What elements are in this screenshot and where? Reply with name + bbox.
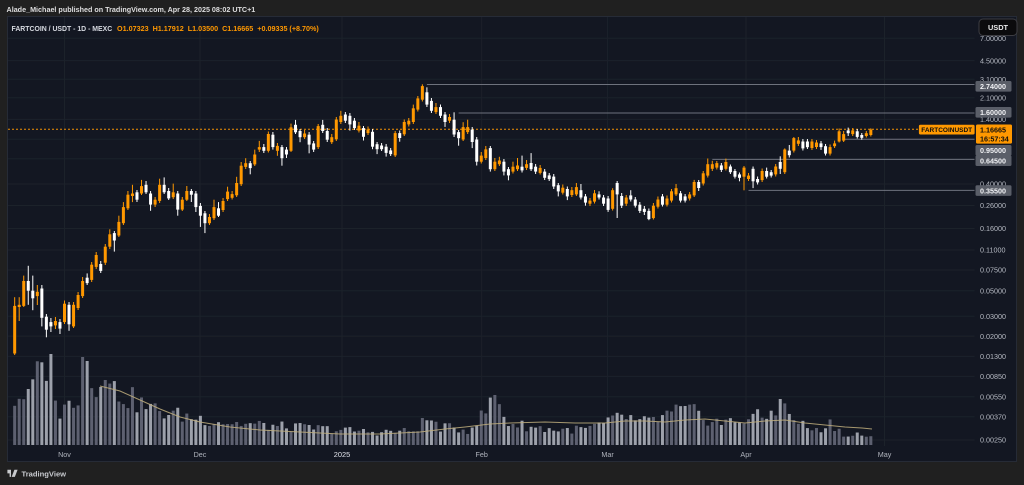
svg-text:Apr: Apr [740, 450, 752, 459]
svg-text:0.01300: 0.01300 [980, 352, 1006, 361]
svg-text:0.03000: 0.03000 [980, 312, 1006, 321]
svg-text:0.11000: 0.11000 [980, 246, 1005, 255]
svg-text:1.60000: 1.60000 [980, 108, 1006, 117]
svg-text:0.07500: 0.07500 [980, 266, 1006, 275]
svg-text:USDT: USDT [988, 23, 1009, 32]
svg-text:2.10000: 2.10000 [980, 93, 1006, 102]
svg-text:Dec: Dec [194, 450, 207, 459]
svg-text:0.00370: 0.00370 [980, 412, 1006, 421]
svg-text:0.00550: 0.00550 [980, 392, 1006, 401]
svg-text:0.16000: 0.16000 [980, 224, 1006, 233]
svg-text:1.40000: 1.40000 [980, 115, 1006, 124]
svg-text:3.10000: 3.10000 [980, 75, 1006, 84]
svg-text:0.40000: 0.40000 [980, 180, 1006, 189]
svg-text:0.05000: 0.05000 [980, 287, 1006, 296]
svg-text:Nov: Nov [58, 450, 71, 459]
svg-text:May: May [878, 450, 892, 459]
svg-text:7.00000: 7.00000 [980, 34, 1006, 43]
svg-text:Alade_Michael published on Tra: Alade_Michael published on TradingView.c… [7, 5, 256, 14]
svg-text:4.50000: 4.50000 [980, 56, 1006, 65]
svg-text:0.26000: 0.26000 [980, 201, 1006, 210]
svg-text:O1.07323 H1.17912 L1.03500: O1.07323 H1.17912 L1.03500 C1.16665 +0.0… [117, 24, 319, 33]
svg-text:2025: 2025 [334, 450, 350, 459]
svg-text:0.95000: 0.95000 [980, 146, 1006, 155]
svg-text:1.16665: 1.16665 [980, 126, 1006, 135]
svg-text:0.00850: 0.00850 [980, 372, 1006, 381]
svg-text:Mar: Mar [601, 450, 614, 459]
svg-text:0.00250: 0.00250 [980, 436, 1006, 445]
svg-text:0.02000: 0.02000 [980, 332, 1006, 341]
svg-text:FARTCOIN / USDT - 1D - MEXC: FARTCOIN / USDT - 1D - MEXC [12, 26, 113, 33]
svg-text:Feb: Feb [476, 450, 488, 459]
svg-text:TradingView: TradingView [22, 470, 67, 479]
svg-text:2.74000: 2.74000 [980, 82, 1006, 91]
svg-text:0.35500: 0.35500 [980, 186, 1006, 195]
svg-text:0.64500: 0.64500 [980, 157, 1006, 166]
svg-text:16:57:34: 16:57:34 [980, 134, 1009, 143]
svg-text:FARTCOINUSDT: FARTCOINUSDT [921, 127, 972, 134]
